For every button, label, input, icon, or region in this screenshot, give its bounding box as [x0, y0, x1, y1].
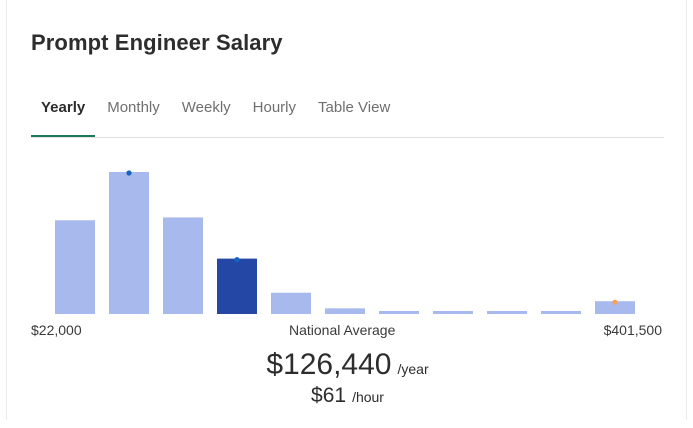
page-title: Prompt Engineer Salary	[31, 30, 283, 55]
average-hourly-value: $61	[311, 384, 347, 407]
range-max-label: $401,500	[603, 322, 662, 338]
histogram-bar	[163, 217, 203, 314]
tabs-divider	[31, 137, 664, 138]
histogram-bar	[595, 301, 635, 314]
salary-histogram	[55, 170, 635, 314]
tab-weekly[interactable]: Weekly	[181, 99, 231, 116]
average-yearly-value: $126,440	[266, 348, 392, 381]
histogram-marker	[612, 299, 618, 305]
tab-monthly[interactable]: Monthly	[107, 99, 160, 116]
histogram-bar	[541, 311, 581, 314]
average-yearly-unit: /year	[397, 361, 429, 377]
tab-yearly[interactable]: Yearly	[31, 92, 96, 138]
tab-table-view[interactable]: Table View	[318, 99, 391, 116]
histogram-bar	[109, 172, 149, 314]
histogram-bar	[379, 311, 419, 314]
average-yearly: $126,440/year	[7, 348, 688, 382]
tab-hourly[interactable]: Hourly	[252, 99, 297, 116]
histogram-bar	[271, 292, 311, 314]
average-hourly: $61/hour	[7, 384, 688, 408]
histogram-marker	[234, 257, 240, 263]
average-hourly-unit: /hour	[352, 389, 384, 405]
histogram-bar	[55, 220, 95, 314]
histogram-bar	[217, 258, 257, 314]
histogram-marker	[126, 170, 132, 176]
period-tabs: Yearly Monthly Weekly Hourly Table View	[31, 92, 412, 138]
salary-card: Prompt Engineer Salary Yearly Monthly We…	[6, 0, 687, 420]
histogram-bar	[487, 311, 527, 314]
national-average-label: National Average	[289, 322, 396, 338]
histogram-bar	[433, 311, 473, 314]
range-min-label: $22,000	[31, 322, 82, 338]
histogram-bar	[325, 308, 365, 314]
